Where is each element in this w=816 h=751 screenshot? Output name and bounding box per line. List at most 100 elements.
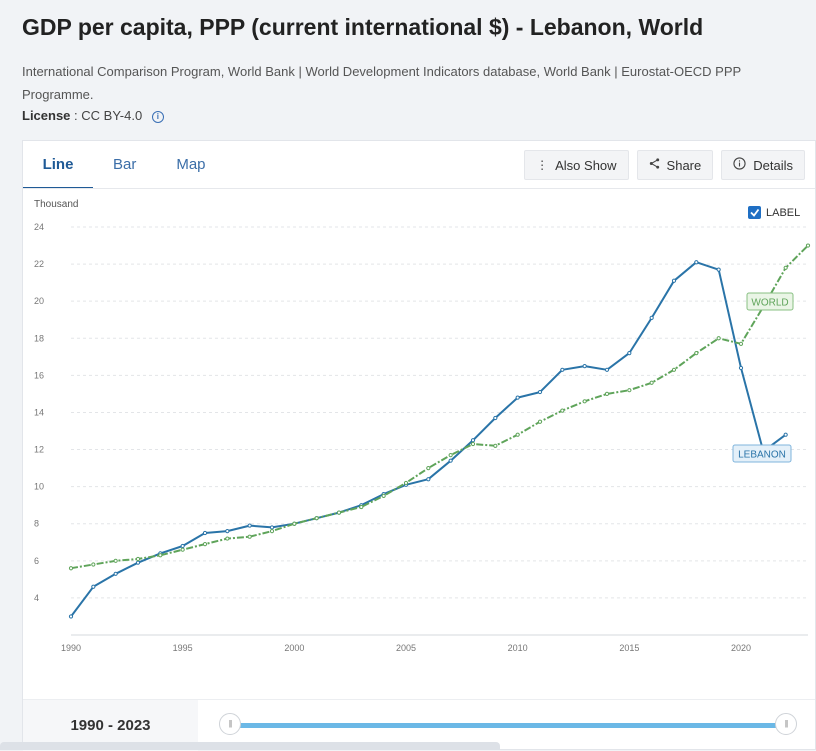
y-tick-label: 6: [34, 556, 39, 566]
source-text: International Comparison Program, World …: [22, 64, 741, 102]
world-point: [604, 391, 610, 397]
world-point: [627, 388, 632, 393]
bottom-scroll-strip: [0, 742, 500, 750]
lebanon-point: [716, 267, 721, 272]
license-value: : CC BY-4.0: [74, 108, 143, 123]
lebanon-point: [783, 432, 788, 437]
world-point: [381, 493, 386, 499]
world-point: [225, 536, 230, 541]
world-point: [269, 529, 275, 534]
world-point: [359, 504, 364, 510]
tab-map[interactable]: Map: [176, 155, 206, 173]
world-series-line: [70, 244, 809, 570]
chart-series: [68, 243, 811, 619]
x-tick-label: 1995: [173, 643, 193, 653]
lebanon-point: [448, 458, 453, 463]
slider-handle-end[interactable]: |||: [775, 713, 797, 735]
x-tick-label: 2000: [284, 643, 304, 653]
share-label: Share: [666, 157, 702, 173]
slider-handle-start[interactable]: |||: [219, 713, 241, 735]
world-point: [292, 521, 297, 526]
y-tick-label: 24: [34, 222, 44, 232]
more-vertical-icon: ⋮: [536, 158, 549, 172]
x-tick-label: 2010: [508, 643, 528, 653]
lebanon-point: [493, 415, 498, 421]
page-title: GDP per capita, PPP (current internation…: [22, 14, 704, 40]
lebanon-point: [671, 278, 677, 283]
lebanon-series-line: [70, 261, 787, 618]
y-tick-label: 8: [34, 519, 39, 529]
line-chart: Thousand 4 6 8 10 12 14 16 18 20 22 24 1990 1995 2000…: [34, 199, 811, 653]
lebanon-point: [180, 543, 185, 549]
also-show-label: Also Show: [555, 157, 617, 173]
lebanon-point: [202, 530, 208, 536]
lebanon-point: [269, 525, 275, 530]
tab-divider: [23, 188, 815, 189]
world-label-box: [746, 292, 794, 311]
lebanon-point: [627, 351, 632, 356]
y-tick-label: 16: [34, 370, 44, 380]
world-point: [113, 558, 118, 563]
label-checkbox[interactable]: [748, 206, 761, 219]
world-point: [738, 341, 744, 346]
lebanon-point: [426, 477, 431, 482]
world-point: [582, 399, 587, 404]
share-button[interactable]: Share: [636, 150, 714, 180]
y-tick-label: 20: [34, 296, 44, 306]
series-labels: WORLD LEBANON: [732, 292, 794, 463]
share-icon: [649, 158, 660, 172]
lebanon-point: [247, 523, 252, 528]
label-toggle[interactable]: LABEL: [748, 206, 800, 219]
tab-bar[interactable]: Bar: [113, 155, 137, 173]
lebanon-point: [604, 367, 610, 372]
world-point: [560, 408, 565, 413]
y-tick-label: 18: [34, 333, 44, 343]
world-point: [158, 553, 163, 558]
y-tick-label: 14: [34, 407, 44, 417]
world-point: [694, 351, 699, 356]
lebanon-point: [649, 315, 654, 320]
tab-line[interactable]: Line: [23, 141, 93, 189]
world-point: [91, 562, 96, 567]
world-point: [493, 443, 498, 448]
license-label: License: [22, 108, 71, 123]
lebanon-point: [135, 560, 141, 565]
lebanon-point: [113, 571, 118, 576]
x-tick-label: 1990: [61, 643, 81, 653]
details-button[interactable]: Details: [721, 150, 805, 180]
x-tick-label: 2005: [396, 643, 416, 653]
world-point: [537, 419, 543, 424]
y-tick-label: 10: [34, 482, 44, 492]
world-point: [448, 453, 453, 458]
y-tick-label: 12: [34, 445, 44, 455]
world-point: [336, 510, 342, 515]
y-tick-label: 22: [34, 259, 44, 269]
footer-divider: [23, 699, 815, 700]
label-toggle-text: LABEL: [766, 207, 800, 219]
world-point: [426, 465, 431, 471]
world-point: [470, 441, 476, 447]
x-tick-label: 2015: [619, 643, 639, 653]
also-show-button[interactable]: ⋮ Also Show: [524, 150, 629, 180]
world-point: [180, 547, 185, 552]
lebanon-label-box: [732, 444, 792, 463]
world-point: [68, 566, 74, 571]
details-label: Details: [753, 157, 793, 173]
lebanon-point: [91, 584, 96, 589]
world-series-label: WORLD: [751, 298, 788, 309]
year-slider-track[interactable]: [231, 723, 787, 728]
y-axis-unit-label: Thousand: [34, 199, 78, 210]
world-point: [649, 380, 654, 385]
info-circle-icon: [733, 157, 746, 173]
info-icon[interactable]: i: [151, 111, 164, 123]
lebanon-series-label: LEBANON: [738, 450, 786, 461]
world-point: [202, 542, 208, 547]
world-point: [403, 480, 409, 486]
chart-tabs: Line Bar Map: [23, 141, 226, 189]
lebanon-point: [537, 389, 543, 395]
x-tick-label: 2020: [731, 643, 751, 653]
world-point: [671, 367, 677, 372]
world-point: [783, 265, 788, 270]
lebanon-point: [560, 367, 565, 372]
lebanon-point: [225, 529, 230, 534]
